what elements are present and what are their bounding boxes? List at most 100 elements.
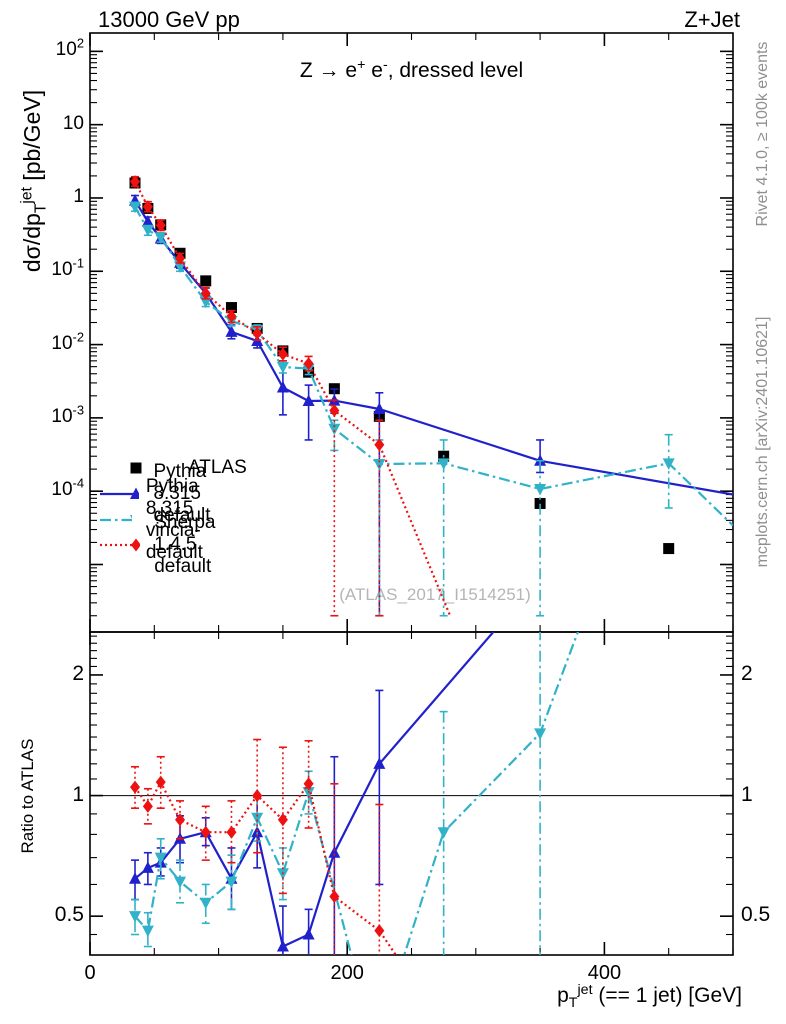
data-point-marker bbox=[251, 812, 264, 825]
data-point-marker bbox=[302, 928, 315, 940]
beam-energy-label: 13000 GeV pp bbox=[98, 7, 240, 32]
x-tick-label: 400 bbox=[587, 962, 622, 984]
series-sherpa-1-4-5-default bbox=[130, 738, 398, 955]
legend-entry: ATLAS bbox=[98, 456, 247, 480]
data-point-marker bbox=[154, 232, 167, 244]
legend-label: ATLAS bbox=[188, 457, 247, 478]
data-point-marker bbox=[329, 404, 340, 418]
series-sherpa-1-4-5-default bbox=[130, 175, 452, 617]
data-point-marker bbox=[225, 876, 238, 889]
y-tick-label-ratio-right: 1 bbox=[741, 782, 753, 806]
legend-label: Pythia 8.315 default bbox=[153, 461, 211, 526]
legend-entry: Pythia 8.315 vincia-default bbox=[98, 476, 245, 563]
y-tick-label-ratio-left: 0.5 bbox=[54, 903, 84, 927]
triangle-down-legend-marker bbox=[100, 515, 132, 522]
y-tick-label-ratio-right: 2 bbox=[741, 661, 753, 685]
data-point-marker bbox=[130, 780, 141, 794]
data-point-marker bbox=[226, 309, 237, 323]
data-point-marker bbox=[130, 175, 141, 189]
data-point-marker bbox=[129, 911, 142, 923]
y-tick-label-main: 102 bbox=[55, 36, 84, 61]
data-point-marker bbox=[141, 225, 154, 237]
y-axis-title-main: dσ/dpTjet [pb/GeV] bbox=[18, 89, 50, 273]
data-point-marker bbox=[373, 757, 386, 769]
data-point-marker bbox=[130, 487, 140, 499]
data-point-marker bbox=[277, 813, 288, 827]
series-line bbox=[134, 200, 733, 496]
data-point-marker bbox=[303, 777, 314, 791]
y-tick-label-main: 10-1 bbox=[51, 255, 84, 281]
data-point-marker bbox=[141, 215, 154, 227]
x-tick-label: 200 bbox=[330, 962, 364, 984]
data-point-marker bbox=[534, 497, 546, 509]
data-point-marker bbox=[303, 357, 314, 371]
mcplots-note: mcplots.cern.ch [arXiv:2401.10621] bbox=[754, 316, 771, 568]
data-point-marker bbox=[252, 789, 263, 803]
data-point-marker bbox=[141, 925, 154, 938]
data-point-marker bbox=[328, 423, 341, 436]
data-point-marker bbox=[130, 462, 142, 474]
data-point-marker bbox=[374, 438, 385, 452]
data-point-marker bbox=[277, 347, 288, 361]
triangle-up-legend-marker bbox=[100, 487, 140, 499]
y-tick-label-main: 10 bbox=[62, 112, 84, 134]
legend-label: Sherpa 1.4.5 default bbox=[154, 512, 216, 577]
data-point-marker bbox=[142, 799, 153, 813]
data-point-marker bbox=[129, 872, 142, 884]
data-point-marker bbox=[174, 876, 187, 889]
x-axis-title: pTjet (== 1 jet) [GeV] bbox=[557, 982, 742, 1012]
data-point-marker bbox=[373, 458, 386, 471]
y-tick-label-main: 1 bbox=[73, 185, 84, 207]
data-point-marker bbox=[437, 458, 450, 470]
rivet-version-note: Rivet 4.1.0, ≥ 100k events bbox=[754, 41, 771, 227]
data-point-marker bbox=[200, 286, 211, 300]
data-point-marker bbox=[154, 852, 167, 865]
process-label: Z+Jet bbox=[684, 7, 740, 32]
data-point-marker bbox=[302, 787, 315, 799]
data-point-marker bbox=[302, 394, 315, 406]
data-point-marker bbox=[276, 940, 289, 952]
data-point-marker bbox=[328, 846, 341, 858]
plot-title: Z → e+ e-, dressed level bbox=[299, 57, 524, 82]
diamond-legend-marker bbox=[100, 538, 141, 552]
data-point-marker bbox=[130, 515, 132, 519]
y-tick-label-ratio-left: 2 bbox=[72, 661, 84, 685]
data-point-marker bbox=[225, 302, 237, 314]
series-line bbox=[134, 779, 398, 955]
series-pythia-8-315-default bbox=[129, 632, 495, 955]
y-tick-label-main: 10-3 bbox=[51, 402, 84, 427]
series-line bbox=[134, 632, 580, 955]
legend-label: Pythia 8.315 vincia-default bbox=[145, 476, 203, 563]
data-point-marker bbox=[534, 728, 547, 740]
x-tick-label: 0 bbox=[84, 962, 96, 984]
y-tick-label-main: 10-2 bbox=[51, 329, 84, 354]
data-point-marker bbox=[141, 861, 154, 873]
series-pythia-8-315-vincia-default bbox=[129, 632, 580, 955]
square-legend-marker bbox=[130, 462, 142, 474]
data-point-marker bbox=[199, 897, 212, 910]
data-point-marker bbox=[142, 200, 153, 214]
data-point-marker bbox=[374, 924, 385, 938]
data-point-marker bbox=[276, 380, 289, 393]
data-point-marker bbox=[663, 543, 675, 555]
data-point-marker bbox=[200, 825, 211, 839]
y-tick-label-ratio-right: 0.5 bbox=[741, 903, 771, 927]
data-point-marker bbox=[129, 201, 142, 214]
data-point-marker bbox=[662, 458, 675, 470]
panel-frame bbox=[89, 631, 734, 956]
series-line bbox=[134, 632, 495, 949]
data-point-marker bbox=[155, 775, 166, 789]
data-point-marker bbox=[534, 484, 547, 496]
data-point-marker bbox=[131, 538, 141, 552]
y-tick-label-ratio-left: 1 bbox=[72, 782, 84, 806]
data-point-marker bbox=[329, 889, 340, 903]
data-point-marker bbox=[276, 361, 289, 374]
data-point-marker bbox=[373, 402, 386, 415]
data-point-marker bbox=[200, 275, 212, 287]
data-point-marker bbox=[252, 326, 263, 340]
data-point-marker bbox=[225, 325, 238, 337]
legend-entry: Pythia 8.315 default bbox=[98, 461, 245, 526]
data-point-marker bbox=[226, 825, 237, 839]
